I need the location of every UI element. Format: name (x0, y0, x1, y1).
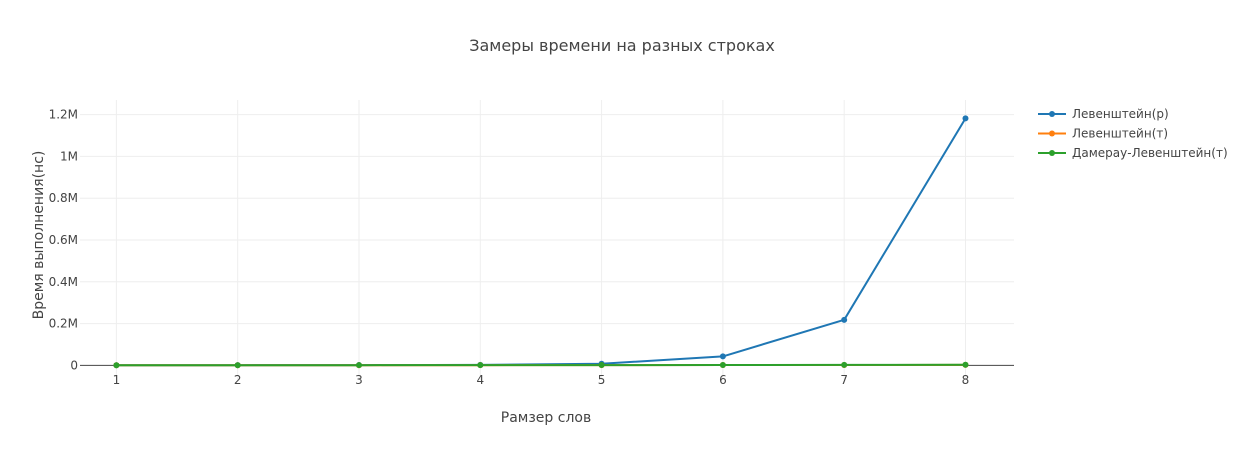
series-layer (113, 115, 969, 369)
legend-label: Левенштейн(т) (1072, 127, 1168, 141)
y-tick-label: 0.6M (49, 233, 78, 247)
y-tick-label: 1M (60, 149, 78, 163)
data-point (962, 115, 969, 122)
legend-label: Левенштейн(р) (1072, 107, 1169, 121)
series-group (113, 361, 969, 369)
x-axis-title: Рамзер слов (501, 410, 591, 426)
legend-swatch-marker (1049, 111, 1055, 117)
legend-swatch-marker (1049, 150, 1055, 156)
y-axis-title: Время выполнения(нс) (31, 151, 47, 320)
y-tick-label: 0.8M (49, 191, 78, 205)
chart-title: Замеры времени на разных строках (469, 36, 775, 55)
y-tick-label: 0 (70, 358, 78, 372)
x-tick-label: 7 (840, 373, 848, 387)
series-line (116, 363, 966, 367)
y-tick-label: 0.4M (49, 275, 78, 289)
series-group (113, 115, 969, 369)
legend-item: Левенштейн(р) (1038, 107, 1169, 121)
y-tick-label: 1.2M (49, 108, 78, 122)
x-tick-label: 2 (234, 373, 242, 387)
data-point (841, 316, 848, 323)
x-tick-label: 3 (355, 373, 363, 387)
x-tick-label: 1 (113, 373, 121, 387)
data-point (355, 362, 362, 369)
data-point (719, 361, 726, 368)
x-tick-label: 6 (719, 373, 727, 387)
legend-item: Левенштейн(т) (1038, 127, 1168, 141)
data-point (477, 362, 484, 369)
grid-lines (80, 100, 1014, 380)
legend-item: Дамерау-Левенштейн(т) (1038, 146, 1228, 160)
series-line (116, 117, 967, 367)
legend-label: Дамерау-Левенштейн(т) (1072, 146, 1228, 160)
x-tick-label: 5 (598, 373, 606, 387)
data-point (113, 362, 120, 369)
data-point (841, 361, 848, 368)
x-tick-label: 8 (962, 373, 970, 387)
legend-swatch-marker (1049, 130, 1055, 137)
data-point (598, 362, 605, 369)
y-tick-label: 0.2M (49, 317, 78, 331)
data-point (234, 362, 241, 369)
x-tick-label: 4 (476, 373, 484, 387)
y-axis-ticks: 0 0.2M 0.4M 0.6M 0.8M 1M 1.2M (49, 108, 78, 373)
legend: Левенштейн(р) Левенштейн(т) Дамерау-Левенш… (1038, 107, 1228, 160)
x-axis-ticks: 1 2 3 4 5 6 7 8 (113, 373, 970, 387)
data-point (962, 361, 969, 368)
data-point (719, 353, 726, 360)
